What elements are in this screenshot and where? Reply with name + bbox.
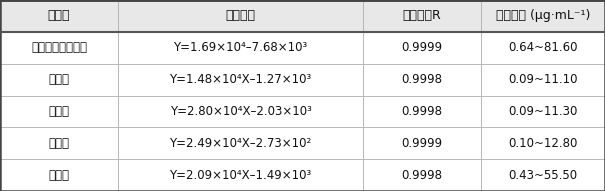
Text: 菊苣酸: 菊苣酸 [48, 169, 70, 182]
Bar [363, 32, 481, 64]
Text: 0.10~12.80: 0.10~12.80 [508, 137, 578, 150]
Text: 0.9998: 0.9998 [402, 73, 442, 86]
Text: 0.9998: 0.9998 [402, 169, 442, 182]
Bar [118, 0, 363, 32]
Bar [118, 127, 363, 159]
Bar [363, 64, 481, 96]
Bar [481, 0, 605, 32]
Text: 单咖啡酰基酒石酸: 单咖啡酰基酒石酸 [31, 41, 87, 54]
Bar [481, 64, 605, 96]
Bar [0, 64, 118, 96]
Bar [363, 159, 481, 191]
Bar [0, 127, 118, 159]
Text: 绿原酸: 绿原酸 [48, 73, 70, 86]
Text: Y=2.09×10⁴X–1.49×10³: Y=2.09×10⁴X–1.49×10³ [169, 169, 312, 182]
Text: Y=2.49×10⁴X–2.73×10²: Y=2.49×10⁴X–2.73×10² [169, 137, 312, 150]
Text: 相关系数R: 相关系数R [402, 9, 442, 22]
Bar [118, 32, 363, 64]
Text: Y=1.69×10⁴–7.68×10³: Y=1.69×10⁴–7.68×10³ [174, 41, 307, 54]
Text: 0.43~55.50: 0.43~55.50 [508, 169, 578, 182]
Text: 0.9999: 0.9999 [402, 41, 442, 54]
Text: 0.09~11.10: 0.09~11.10 [508, 73, 578, 86]
Text: 0.64~81.60: 0.64~81.60 [508, 41, 578, 54]
Bar [118, 159, 363, 191]
Bar [481, 159, 605, 191]
Text: 0.09~11.30: 0.09~11.30 [508, 105, 578, 118]
Bar [118, 64, 363, 96]
Bar [0, 159, 118, 191]
Text: 化合物: 化合物 [48, 9, 70, 22]
Bar [363, 96, 481, 127]
Text: 阿魏酸: 阿魏酸 [48, 137, 70, 150]
Bar [481, 96, 605, 127]
Text: 线性范围 (μg·mL⁻¹): 线性范围 (μg·mL⁻¹) [496, 9, 590, 22]
Bar [118, 96, 363, 127]
Text: 回归方程: 回归方程 [226, 9, 255, 22]
Text: Y=2.80×10⁴X–2.03×10³: Y=2.80×10⁴X–2.03×10³ [169, 105, 312, 118]
Bar [0, 0, 118, 32]
Bar [0, 96, 118, 127]
Bar [0, 32, 118, 64]
Text: 0.9999: 0.9999 [402, 137, 442, 150]
Bar [481, 127, 605, 159]
Text: 0.9998: 0.9998 [402, 105, 442, 118]
Bar [481, 32, 605, 64]
Text: Y=1.48×10⁴X–1.27×10³: Y=1.48×10⁴X–1.27×10³ [169, 73, 312, 86]
Bar [363, 0, 481, 32]
Bar [363, 127, 481, 159]
Text: 咖啡酸: 咖啡酸 [48, 105, 70, 118]
